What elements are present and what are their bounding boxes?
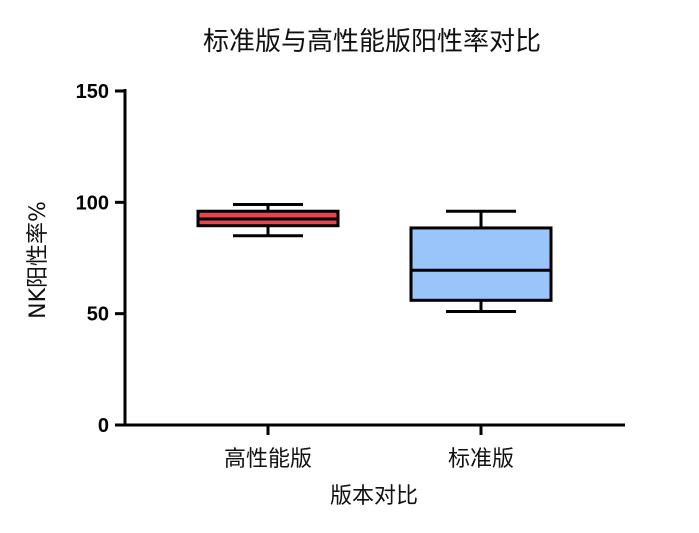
iqr-box (409, 226, 553, 302)
chart-title: 标准版与高性能版阳性率对比 (203, 27, 541, 57)
plot-area: 0 50 100 150 高性能版 标准版 (76, 81, 625, 472)
y-axis-label: NK阳性率% (26, 201, 51, 319)
y-tick-label: 0 (98, 415, 109, 437)
x-tick-label: 高性能版 (224, 447, 312, 472)
x-axis-label: 版本对比 (330, 484, 418, 509)
box-group: 高性能版 (196, 203, 340, 472)
box-group: 标准版 (409, 209, 553, 472)
y-tick-label: 50 (87, 304, 109, 326)
y-tick-label: 150 (76, 81, 109, 103)
y-tick-label: 100 (76, 192, 109, 214)
x-tick-label: 标准版 (448, 447, 514, 472)
